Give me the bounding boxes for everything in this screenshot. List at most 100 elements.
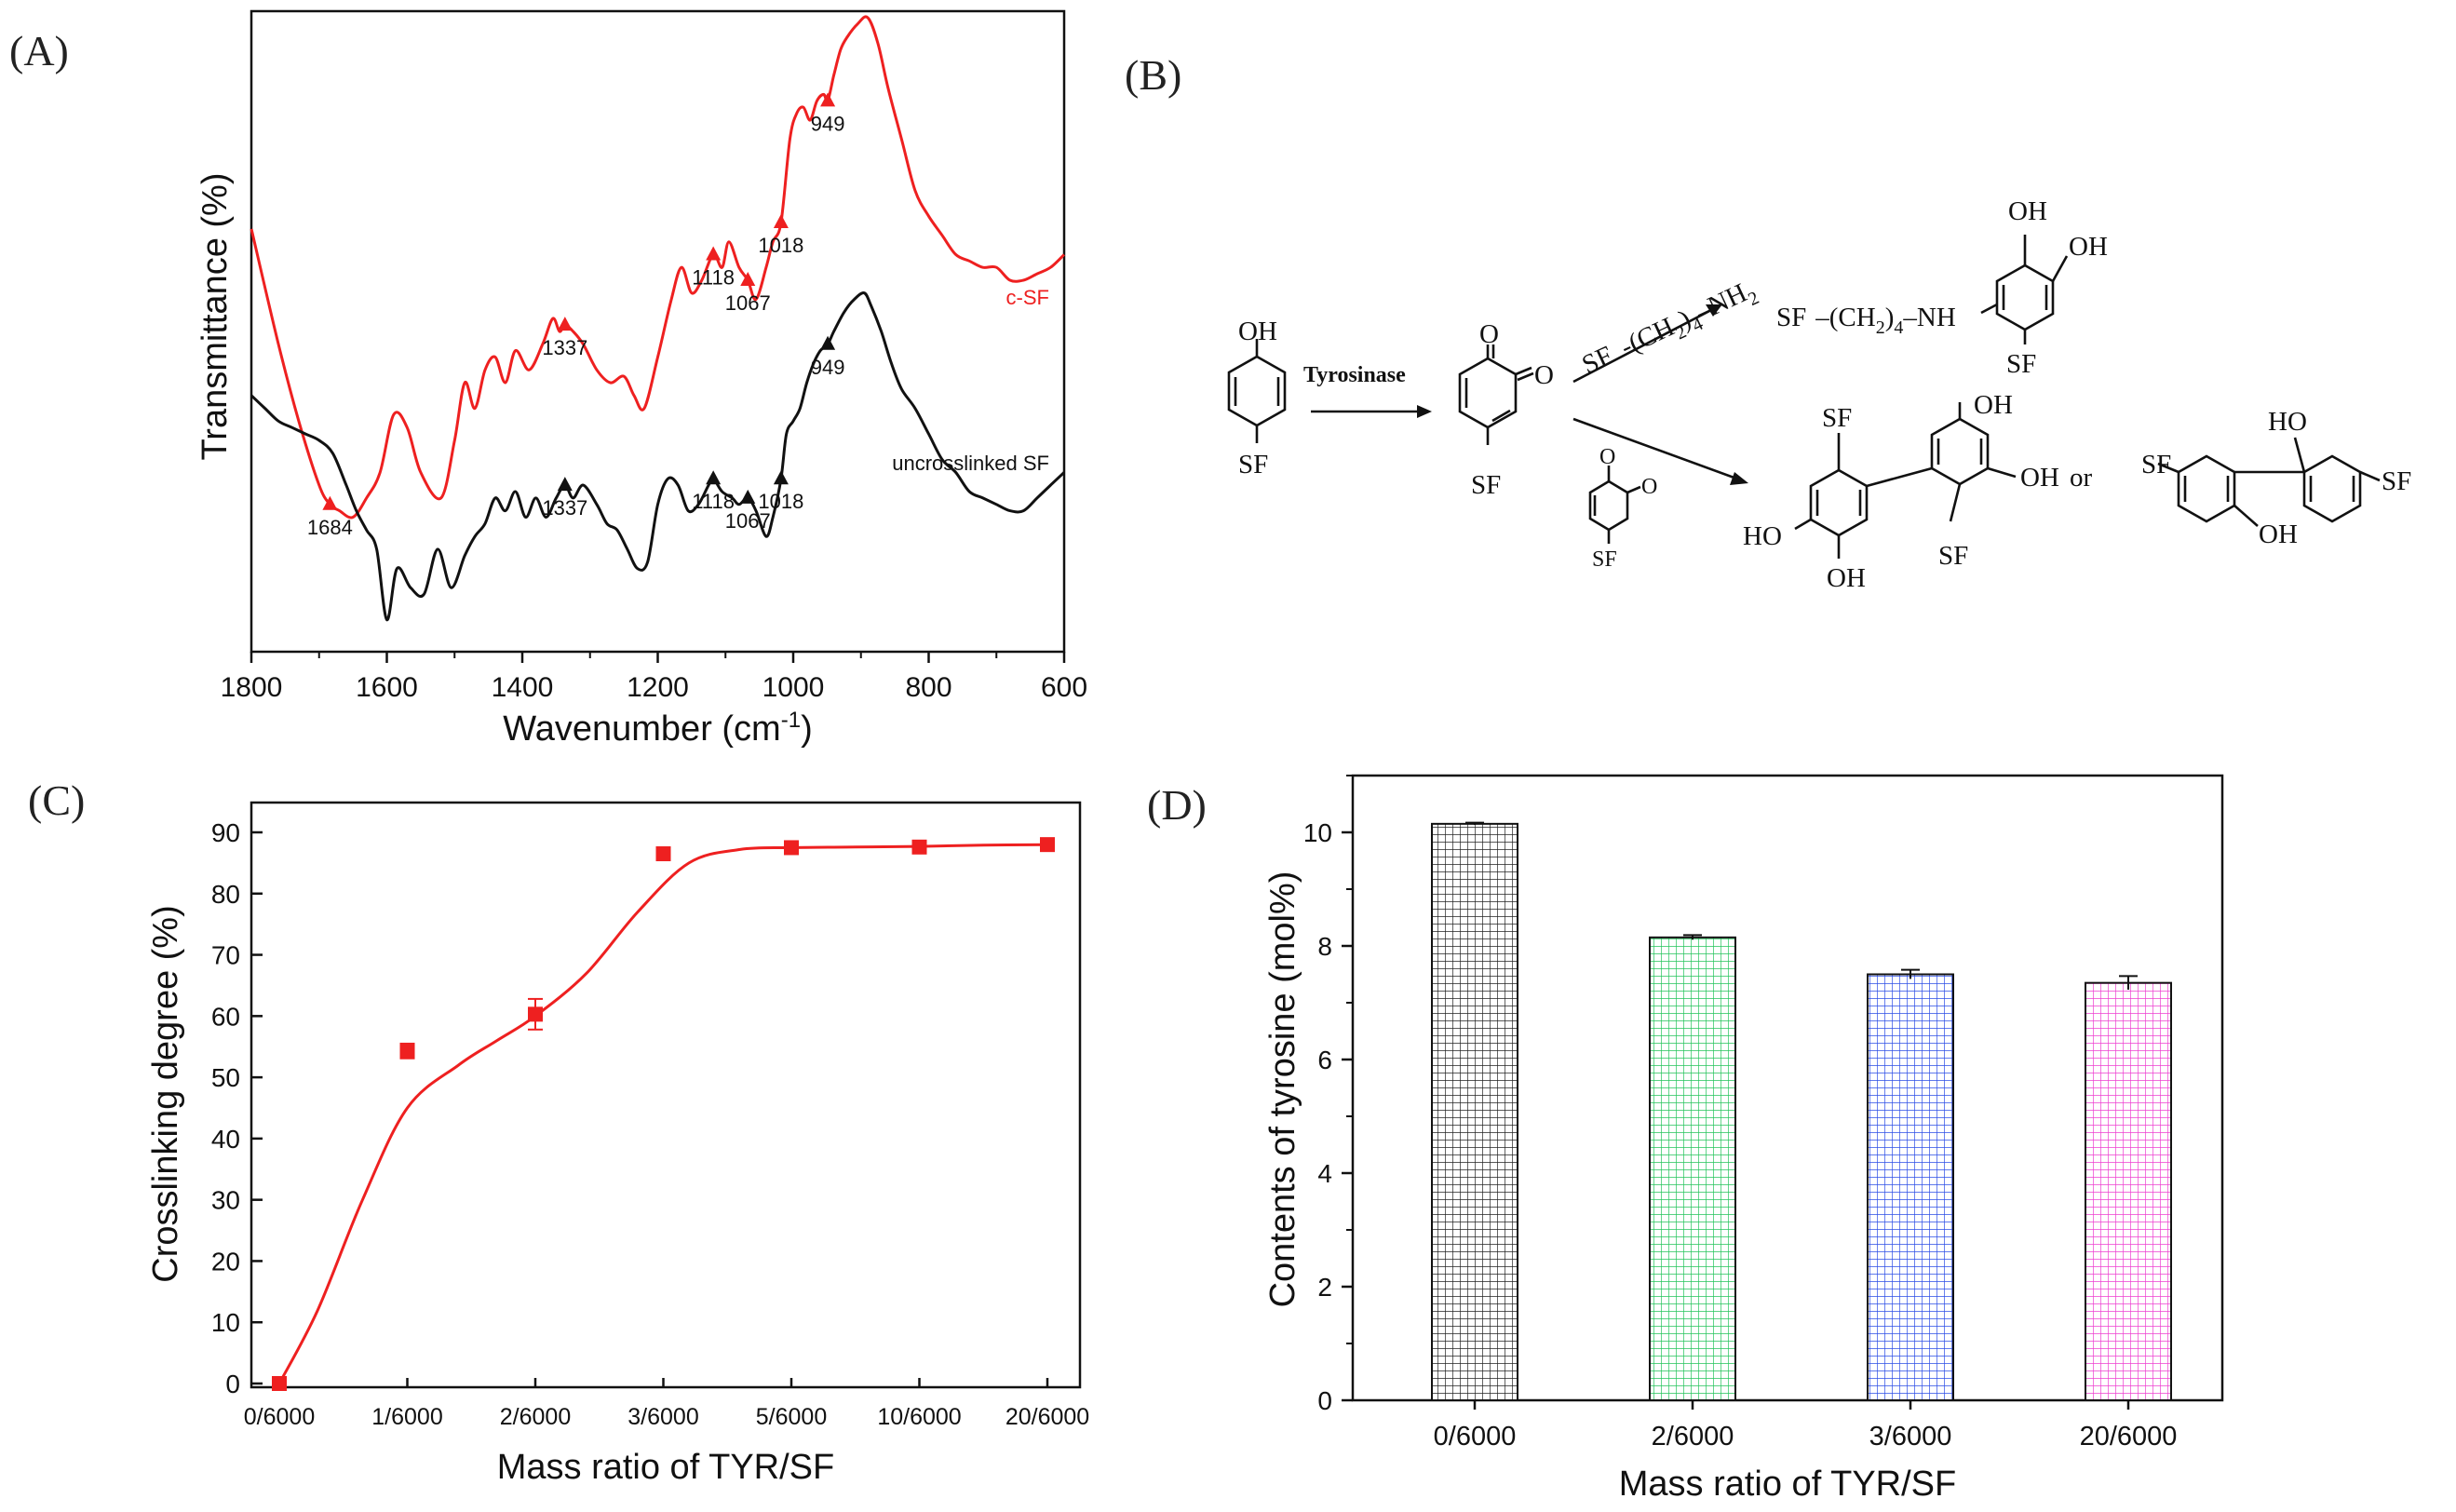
- y-tick-label: 80: [211, 880, 240, 909]
- tyrosinase-label: Tyrosinase: [1303, 363, 1406, 387]
- panel-d: (D) 0 2 4 6 8 10 0/6000 2/6000 3/6000 20/6000 Mass…: [1147, 774, 2224, 1504]
- x-axis-title: Mass ratio of TYR/SF: [497, 1448, 835, 1487]
- c-sf-line: [250, 15, 1066, 520]
- peak-label: 1018: [758, 490, 803, 513]
- y-tick-label: 8: [1317, 932, 1332, 961]
- peak-label: 1337: [542, 496, 587, 520]
- peak-label: 1067: [725, 509, 771, 533]
- data-point: [655, 846, 671, 862]
- phenol-oh: OH: [1238, 317, 1277, 346]
- dityrosine-ho: HO: [2268, 407, 2307, 437]
- data-point: [784, 840, 799, 856]
- crosslinking-chart: 0 10 20 30 40 50 60 70 80 90 0/6000 1/6000 2/6000 3/6…: [146, 801, 1089, 1487]
- x-tick-label: 2/6000: [500, 1404, 571, 1430]
- peak-marker: [740, 271, 756, 286]
- x-tick-label: 3/6000: [627, 1404, 698, 1430]
- quinone-reagent-structure: O O SF: [1588, 445, 1657, 572]
- quinone-reagent-sf: SF: [1592, 547, 1617, 572]
- x-tick-label: 2/6000: [1652, 1422, 1734, 1451]
- peak-marker: [557, 477, 573, 492]
- x-tick-label: 20/6000: [1005, 1404, 1089, 1430]
- uncrosslinked-sf-legend: uncrosslinked SF: [892, 452, 1049, 475]
- dityrosine-oh: OH: [2259, 520, 2298, 549]
- panel-c: (C) 0 10 20 30 40 50 60 70 80 90 0/6000 1/6000 2/600…: [28, 776, 1089, 1487]
- bar: [1649, 936, 1736, 1401]
- y-axis-title: Transmittance (%): [196, 173, 235, 461]
- quinone-reagent-o2: O: [1641, 475, 1657, 499]
- uncrosslinked-sf-line: [250, 291, 1066, 622]
- panel-a: (A) 1800 1600 1400 1200 1000 800 600 Wavenumber…: [9, 9, 1087, 749]
- biphenyl-oh-bottom: OH: [1827, 563, 1866, 593]
- x-tick-label: 1000: [762, 672, 825, 703]
- data-point: [1040, 837, 1055, 853]
- y-tick-label: 30: [211, 1186, 240, 1215]
- y-tick-label: 60: [211, 1002, 240, 1031]
- quinone-structure: O O SF: [1458, 319, 1554, 500]
- y-axis-title: Crosslinking degree (%): [146, 905, 185, 1283]
- quinone-o1: O: [1479, 319, 1499, 349]
- svg-text:SF -(CH2)4–NH2: SF -(CH2)4–NH2: [1577, 274, 1761, 385]
- bar: [2085, 981, 2172, 1402]
- dityrosine-sf-left: SF: [2141, 450, 2171, 479]
- y-tick-label: 40: [211, 1125, 240, 1154]
- data-point: [399, 1043, 415, 1059]
- peak-marker: [706, 246, 722, 261]
- adduct-oh2: OH: [2069, 232, 2108, 262]
- x-tick-label: 3/6000: [1869, 1422, 1952, 1451]
- data-point: [272, 1376, 287, 1391]
- reaction-arrow-3: [1572, 417, 1740, 481]
- adduct-oh1: OH: [2008, 196, 2047, 226]
- amine-adduct-structure: SF –(CH2)4–NH OH OH SF: [1776, 196, 2108, 379]
- phenol-sf: SF: [1238, 450, 1268, 479]
- x-tick-label: 1/6000: [371, 1404, 442, 1430]
- peak-label: 949: [811, 112, 845, 135]
- biphenyl-tetraol-structure: SF HO OH OH OH SF or: [1743, 390, 2093, 593]
- quinone-o2: O: [1534, 360, 1554, 390]
- reaction-arrow-3-head: [1730, 472, 1748, 485]
- biphenyl-sf-top: SF: [1822, 403, 1852, 433]
- x-tick-label: 0/6000: [1434, 1422, 1517, 1451]
- x-tick-label: 20/6000: [2080, 1422, 2178, 1451]
- y-tick-label: 6: [1317, 1046, 1332, 1074]
- dityrosine-structure: SF OH HO SF: [2141, 407, 2411, 549]
- y-tick-label: 10: [211, 1308, 240, 1337]
- c-sf-legend: c-SF: [1006, 286, 1049, 309]
- biphenyl-oh-right: OH: [2020, 463, 2059, 493]
- peak-marker: [820, 92, 836, 107]
- ftir-chart: 1800 1600 1400 1200 1000 800 600 Wavenumber (cm…: [196, 9, 1087, 749]
- y-tick-label: 0: [1317, 1386, 1332, 1415]
- y-tick-label: 20: [211, 1247, 240, 1276]
- x-tick-label: 1800: [221, 672, 283, 703]
- or-label: or: [2070, 463, 2093, 493]
- y-tick-label: 10: [1303, 818, 1332, 847]
- svg-text:SF–(CH2)4–NH: SF –(CH2)4–NH: [1776, 303, 1956, 338]
- biphenyl-sf-bottom: SF: [1938, 541, 1968, 571]
- y-axis-title: Contents of tyrosine (mol%): [1263, 871, 1302, 1308]
- peak-marker: [820, 335, 836, 350]
- data-point: [911, 839, 927, 855]
- y-tick-label: 70: [211, 941, 240, 970]
- biphenyl-oh-top: OH: [1974, 390, 2013, 420]
- adduct-sf: SF: [2006, 349, 2036, 379]
- peak-label: 949: [811, 356, 845, 379]
- reaction-arrow-2-head: [1706, 304, 1722, 317]
- peak-marker: [773, 214, 789, 229]
- fit-curve: [277, 843, 1048, 1384]
- x-axis-title: Mass ratio of TYR/SF: [1619, 1465, 1957, 1504]
- x-tick-label: 0/6000: [244, 1404, 315, 1430]
- y-tick-label: 50: [211, 1063, 240, 1092]
- quinone-sf: SF: [1471, 470, 1501, 500]
- panel-d-label: (D): [1147, 781, 1207, 829]
- peak-marker: [773, 470, 789, 485]
- tyrosine-bar-chart: 0 2 4 6 8 10 0/6000 2/6000 3/6000 20/6000 Mass rat…: [1263, 774, 2224, 1504]
- peak-label: 1684: [307, 516, 353, 539]
- panel-a-label: (A): [9, 27, 69, 74]
- y-tick-label: 4: [1317, 1159, 1332, 1188]
- peak-label: 1337: [542, 336, 587, 359]
- peak-label: 1118: [692, 265, 735, 289]
- plot-frame: [1351, 774, 2224, 1402]
- dityrosine-sf-right: SF: [2382, 466, 2411, 496]
- bar: [1867, 973, 1954, 1401]
- x-tick-label: 1600: [356, 672, 418, 703]
- reaction-arrow-2: [1572, 307, 1714, 384]
